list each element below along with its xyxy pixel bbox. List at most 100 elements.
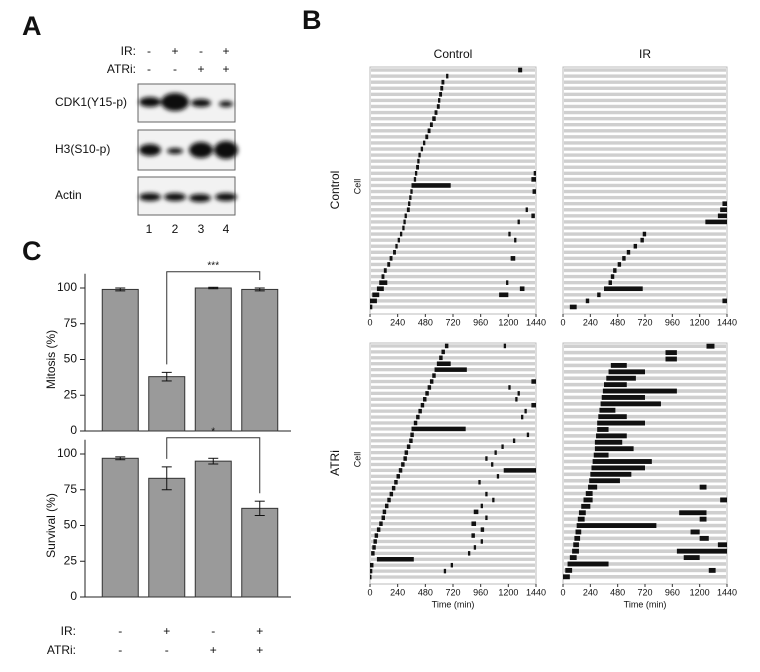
band — [161, 93, 189, 111]
significance-bracket — [166, 271, 261, 365]
cell-track — [564, 440, 726, 445]
cell-track — [371, 195, 535, 200]
mitosis-segment — [592, 459, 652, 464]
cell-track — [371, 74, 535, 78]
western-blot — [137, 83, 238, 216]
blot-row-label: CDK1(Y15-p) — [55, 95, 127, 109]
lane-number: 2 — [172, 222, 179, 236]
bar — [148, 376, 186, 432]
cell-track — [371, 153, 535, 157]
cell-track — [564, 344, 726, 348]
x-tick-label: 1200 — [690, 587, 710, 597]
cell-track — [564, 141, 726, 145]
condition-sign: - — [211, 624, 215, 638]
cell-track — [371, 403, 535, 407]
band — [164, 193, 186, 201]
cell-track — [564, 201, 726, 206]
band — [189, 194, 211, 202]
mitosis-segment — [514, 237, 517, 243]
mitosis-segment — [423, 140, 426, 146]
cell-track — [564, 357, 726, 361]
mitosis-segment — [602, 388, 677, 394]
cell-track — [564, 171, 726, 176]
cell-track — [564, 68, 726, 72]
cell-track — [564, 498, 726, 502]
mitosis-segment — [569, 304, 577, 310]
mitosis-segment — [708, 567, 716, 573]
mitosis-segment — [473, 509, 479, 515]
mitosis-segment — [423, 397, 427, 402]
error-bar — [208, 286, 219, 290]
mitosis-segment — [427, 385, 432, 390]
cell-track — [371, 141, 535, 145]
mitosis-segment — [416, 414, 420, 420]
mitosis-segment — [440, 85, 444, 91]
cell-track — [564, 110, 726, 115]
cell-track — [371, 527, 535, 532]
error-bar — [161, 466, 172, 491]
column-title: IR — [639, 47, 651, 61]
cell-track — [371, 214, 535, 218]
mitosis-segment — [434, 367, 467, 372]
mitosis-segment — [720, 497, 727, 503]
lane-number: 4 — [223, 222, 230, 236]
blot-row-label: Actin — [55, 188, 82, 202]
mitosis-segment — [389, 256, 393, 261]
cell-track — [564, 485, 726, 489]
cell-track — [371, 110, 535, 115]
mitosis-segment — [374, 533, 379, 538]
cell-track — [371, 274, 535, 279]
mitosis-segment — [404, 213, 407, 219]
x-tick-label: 0 — [367, 587, 372, 597]
condition-label: IR: — [61, 624, 76, 638]
cell-track — [564, 214, 726, 218]
mitosis-segment — [722, 298, 727, 304]
cell-track — [564, 472, 726, 477]
mitosis-segment — [396, 474, 400, 479]
mitosis-segment — [446, 73, 449, 79]
cell-track — [371, 445, 535, 449]
mitosis-segment — [441, 79, 445, 85]
bar — [241, 288, 279, 432]
mitosis-segment — [494, 450, 497, 455]
mitosis-segment — [432, 116, 436, 121]
y-tick-label: 0 — [70, 423, 77, 437]
cell-track — [564, 159, 726, 163]
mitosis-segment — [626, 249, 631, 255]
mitosis-segment — [420, 146, 424, 152]
x-tick-label: 240 — [390, 317, 405, 327]
x-tick-label: 0 — [560, 317, 565, 327]
cell-track — [564, 116, 726, 121]
mitosis-segment — [404, 450, 409, 455]
mitosis-segment — [399, 231, 403, 237]
cell-track — [371, 421, 535, 425]
cell-track — [371, 123, 535, 127]
cell-track — [371, 504, 535, 508]
mitosis-segment — [604, 382, 627, 388]
cell-track — [371, 350, 535, 354]
y-tick-label: 100 — [57, 446, 77, 460]
mitosis-segment — [591, 465, 645, 471]
mitosis-segment — [699, 535, 709, 541]
y-axis-label: Survival (%) — [44, 493, 58, 558]
cell-track — [564, 165, 726, 169]
lane-number: 1 — [146, 222, 153, 236]
mitosis-segment — [601, 395, 645, 400]
y-tick-label: 25 — [64, 553, 78, 567]
mitosis-segment — [473, 545, 477, 550]
mitosis-segment — [387, 262, 391, 267]
mitosis-segment — [519, 286, 525, 292]
mitosis-segment — [526, 432, 530, 438]
mitosis-segment — [565, 567, 573, 573]
cell-track — [371, 135, 535, 139]
cell-track — [371, 238, 535, 242]
cell-track — [564, 268, 726, 273]
cell-track — [564, 280, 726, 285]
bar — [194, 460, 232, 598]
mitosis-segment — [706, 343, 715, 349]
y-tick-label: 25 — [64, 387, 78, 401]
mitosis-segment — [720, 207, 727, 213]
mitosis-segment — [379, 521, 383, 526]
mitosis-segment — [575, 529, 582, 535]
